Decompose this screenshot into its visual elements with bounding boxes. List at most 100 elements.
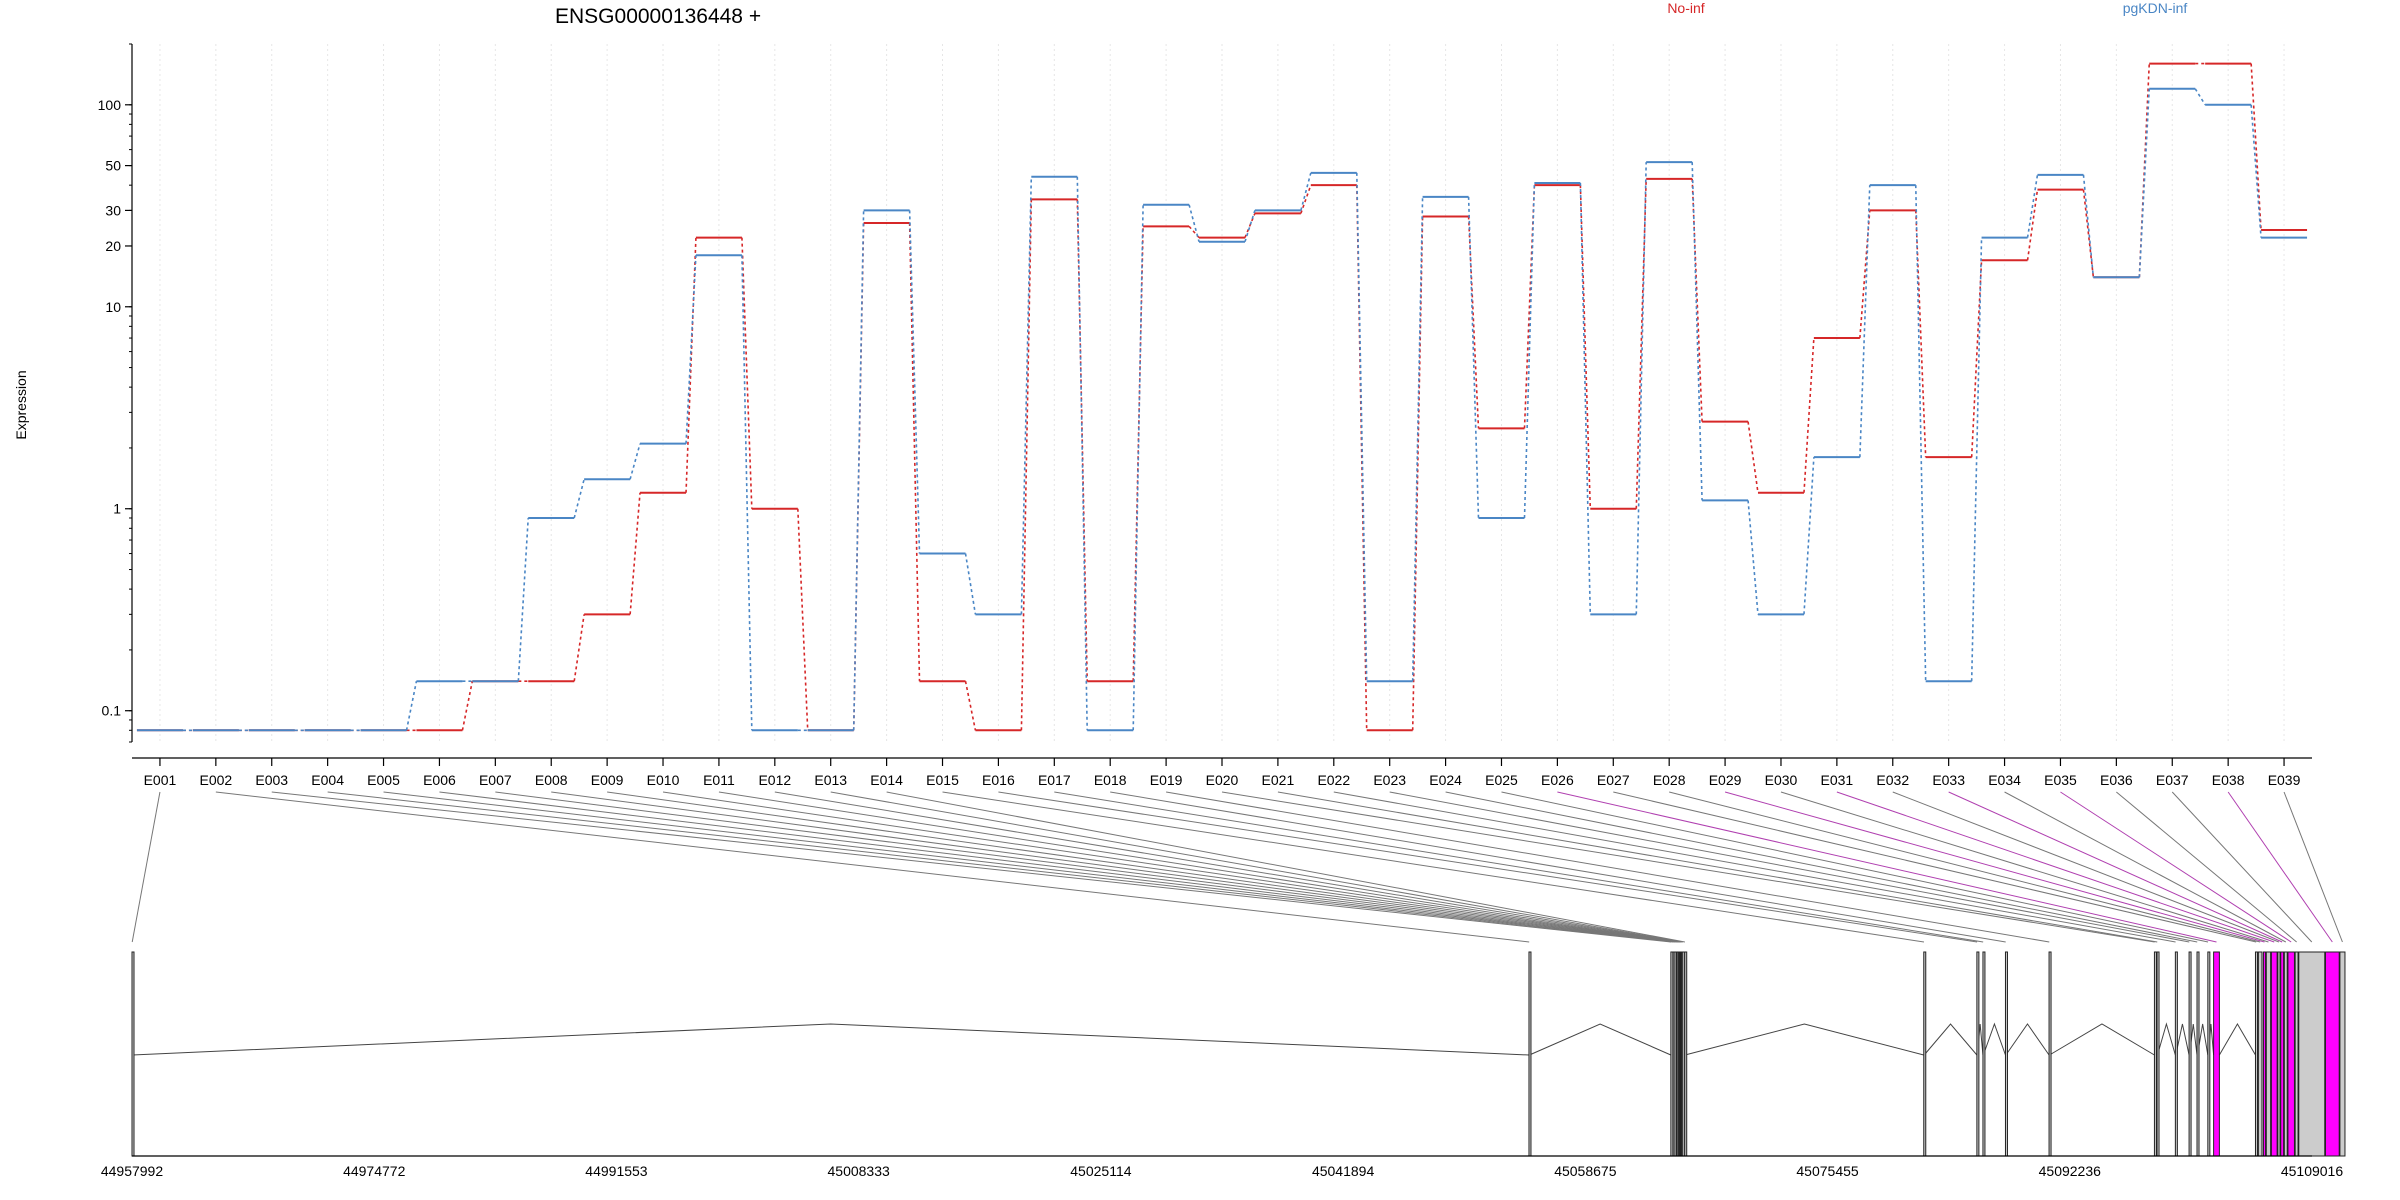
series-link-pgKDN-inf <box>1803 457 1815 615</box>
intron-E015 <box>1923 1023 1978 1056</box>
y-axis-label: Expression <box>13 370 29 439</box>
x-tick-label-E039: E039 <box>2268 772 2301 788</box>
connector-E019 <box>1166 791 2050 943</box>
series-link-No-inf <box>1411 216 1424 731</box>
series-link-pgKDN-inf <box>2250 104 2262 238</box>
series-link-No-inf <box>2250 63 2262 231</box>
x-tick-label-E019: E019 <box>1150 772 1183 788</box>
connector-E010 <box>662 791 1681 943</box>
series-link-pgKDN-inf <box>1355 172 1368 682</box>
series-link-pgKDN-inf <box>1020 176 1033 615</box>
coord-tick-label: 45075455 <box>1796 1163 1859 1179</box>
series-link-pgKDN-inf <box>1579 182 1592 615</box>
series-link-pgKDN-inf <box>1076 176 1089 731</box>
series-link-pgKDN-inf <box>1188 204 1200 242</box>
connector-E003 <box>271 791 1672 943</box>
x-tick-label-E002: E002 <box>199 772 232 788</box>
exon-E035 <box>2287 951 2295 1157</box>
x-tick-label-E003: E003 <box>255 772 288 788</box>
x-tick-label-E005: E005 <box>367 772 400 788</box>
series-link-pgKDN-inf <box>1747 500 1759 615</box>
x-tick-label-E036: E036 <box>2100 772 2133 788</box>
series-link-pgKDN-inf <box>573 479 585 519</box>
connector-E022 <box>1333 791 2176 943</box>
exon-E016 <box>1976 951 1980 1157</box>
connector-E035 <box>2060 791 2292 943</box>
series-link-pgKDN-inf <box>2138 88 2151 278</box>
x-tick-label-E035: E035 <box>2044 772 2077 788</box>
intron-E018 <box>2005 1023 2050 1056</box>
series-link-No-inf <box>1691 178 1703 422</box>
exon-E034 <box>2283 951 2288 1157</box>
exon-E019 <box>2048 951 2052 1157</box>
connector-E005 <box>383 791 1676 943</box>
connector-E036 <box>2116 791 2297 943</box>
coord-tick-label: 44991553 <box>585 1163 648 1179</box>
x-tick-label-E030: E030 <box>1765 772 1798 788</box>
series-link-pgKDN-inf <box>741 255 753 731</box>
series-link-pgKDN-inf <box>1914 185 1927 682</box>
series-link-pgKDN-inf <box>1132 204 1144 731</box>
series-link-No-inf <box>629 492 641 615</box>
series-link-pgKDN-inf <box>1523 182 1536 519</box>
x-tick-label-E010: E010 <box>647 772 680 788</box>
x-tick-label-E014: E014 <box>870 772 903 788</box>
exon-E002 <box>1528 951 1532 1157</box>
intron-E022 <box>2175 1023 2190 1056</box>
x-tick-label-E001: E001 <box>144 772 177 788</box>
intron-E001 <box>132 1023 1529 1056</box>
exon-E023 <box>2188 951 2192 1157</box>
x-tick-label-E009: E009 <box>591 772 624 788</box>
x-tick-label-E038: E038 <box>2212 772 2245 788</box>
series-link-No-inf <box>2082 189 2095 278</box>
exon-E033 <box>2280 951 2285 1157</box>
connector-E025 <box>1501 791 2209 943</box>
plot-area: 0.1 1 10 20 30 50 100 E001 E002 E003 E004 E005 E006… <box>98 43 2312 788</box>
x-tick-label-E006: E006 <box>423 772 456 788</box>
connector-E014 <box>886 791 1685 943</box>
connector-E029 <box>1724 791 2265 943</box>
series-layer <box>136 62 2308 732</box>
exon-E020 <box>2153 951 2157 1157</box>
series-link-No-inf <box>685 237 697 493</box>
x-tick-label-E026: E026 <box>1541 772 1574 788</box>
series-link-No-inf <box>573 614 585 682</box>
intron-E026 <box>2218 1023 2256 1056</box>
x-tick-label-E013: E013 <box>814 772 847 788</box>
series-link-No-inf <box>1020 199 1033 731</box>
x-tick-label-E021: E021 <box>1262 772 1295 788</box>
series-link-pgKDN-inf <box>2082 174 2095 278</box>
series-link-pgKDN-inf <box>1970 237 1983 682</box>
series-link-pgKDN-inf <box>1467 196 1480 519</box>
x-tick-label-E028: E028 <box>1653 772 1686 788</box>
exon-E027 <box>2254 951 2258 1157</box>
series-link-No-inf <box>1467 216 1480 429</box>
connector-E021 <box>1277 791 2158 943</box>
series-link-pgKDN-inf <box>405 681 418 731</box>
exon-E014 <box>1684 951 1688 1157</box>
connector-E015 <box>942 791 1925 943</box>
series-link-pgKDN-inf <box>517 517 530 682</box>
series-link-pgKDN-inf <box>908 210 921 554</box>
x-tick-label-E017: E017 <box>1038 772 1071 788</box>
intron-E017 <box>1982 1022 2006 1056</box>
y-tick-label: 1 <box>113 501 121 517</box>
series-link-No-inf <box>1914 210 1927 458</box>
exon-E029 <box>2262 951 2267 1157</box>
connector-E008 <box>551 791 1679 943</box>
series-link-pgKDN-inf <box>1635 162 1647 615</box>
exon-E025 <box>2207 951 2211 1157</box>
x-tick-label-E004: E004 <box>311 772 344 788</box>
connector-E034 <box>2004 791 2287 943</box>
x-tick-label-E024: E024 <box>1429 772 1462 788</box>
series-link-No-inf <box>1523 185 1536 429</box>
series-link-pgKDN-inf <box>685 255 697 444</box>
connector-E038 <box>2227 791 2333 943</box>
y-axis: 0.1 1 10 20 30 50 100 <box>98 43 133 743</box>
y-tick-label: 30 <box>105 202 121 218</box>
connector-E027 <box>1613 791 2257 943</box>
coord-tick-label: 45109016 <box>2281 1163 2344 1179</box>
x-tick-label-E029: E029 <box>1709 772 1742 788</box>
connector-E033 <box>1948 791 2283 943</box>
